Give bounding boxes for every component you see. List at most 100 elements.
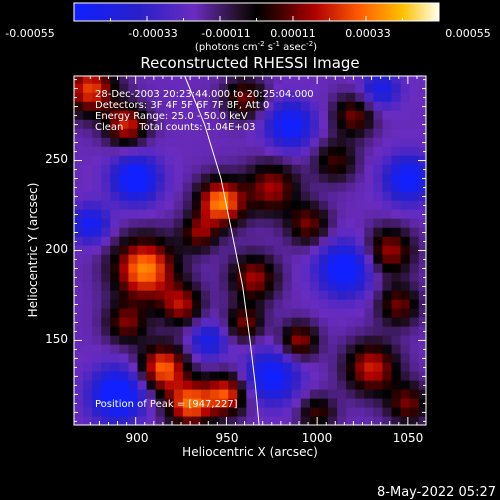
heatmap-cell bbox=[191, 128, 202, 138]
heatmap-cell bbox=[128, 218, 139, 228]
heatmap-cell bbox=[110, 326, 120, 336]
heatmap-cell bbox=[337, 182, 347, 192]
heatmap-cell bbox=[409, 290, 420, 300]
heatmap-cell bbox=[355, 281, 365, 291]
heatmap-cell bbox=[291, 389, 302, 399]
heatmap-cell bbox=[74, 290, 84, 300]
heatmap-cell bbox=[255, 254, 266, 264]
heatmap-cell bbox=[101, 110, 111, 120]
heatmap-cell bbox=[409, 110, 420, 120]
heatmap-cell bbox=[101, 299, 111, 309]
heatmap-cell bbox=[264, 281, 275, 291]
heatmap-cell bbox=[309, 173, 320, 183]
heatmap-cell bbox=[155, 101, 166, 111]
heatmap-cell bbox=[119, 92, 130, 102]
heatmap-cell bbox=[391, 353, 402, 363]
heatmap-cell bbox=[255, 344, 266, 354]
heatmap-cell bbox=[110, 155, 120, 165]
heatmap-cell bbox=[300, 200, 311, 210]
heatmap-cell bbox=[191, 317, 202, 327]
heatmap-cell bbox=[246, 407, 257, 417]
heatmap-cell bbox=[219, 119, 229, 129]
heatmap-cell bbox=[337, 83, 347, 93]
heatmap-cell bbox=[291, 407, 302, 417]
heatmap-cell bbox=[337, 290, 347, 300]
heatmap-cell bbox=[119, 353, 130, 363]
heatmap-cell bbox=[164, 272, 175, 282]
heatmap-cell bbox=[83, 290, 93, 300]
heatmap-cell bbox=[246, 76, 257, 84]
heatmap-cell bbox=[110, 76, 120, 84]
heatmap-cell bbox=[282, 290, 293, 300]
heatmap-cell bbox=[291, 344, 302, 354]
heatmap-cell bbox=[273, 76, 284, 84]
heatmap-cell bbox=[282, 326, 293, 336]
heatmap-cell bbox=[328, 344, 338, 354]
heatmap-cell bbox=[246, 362, 257, 372]
y-tick-label: 250 bbox=[45, 152, 68, 166]
heatmap-cell bbox=[282, 353, 293, 363]
heatmap-cell bbox=[355, 227, 365, 237]
heatmap-cell bbox=[182, 128, 193, 138]
heatmap-cell bbox=[119, 308, 130, 318]
heatmap-cell bbox=[309, 164, 320, 174]
heatmap-cell bbox=[255, 335, 266, 345]
heatmap-cell bbox=[146, 380, 157, 390]
heatmap-cell bbox=[119, 380, 130, 390]
heatmap-cell bbox=[300, 155, 311, 165]
heatmap-cell bbox=[191, 290, 202, 300]
heatmap-cell bbox=[282, 317, 293, 327]
heatmap-cell bbox=[119, 101, 130, 111]
heatmap-cell bbox=[273, 182, 284, 192]
heatmap-cell bbox=[128, 362, 139, 372]
heatmap-cell bbox=[291, 326, 302, 336]
heatmap-cell bbox=[373, 173, 384, 183]
heatmap-cell bbox=[210, 389, 220, 399]
heatmap-cell bbox=[400, 326, 411, 336]
heatmap-cell bbox=[210, 344, 220, 354]
heatmap-cell bbox=[173, 299, 184, 309]
y-tick-label: 150 bbox=[45, 332, 68, 346]
heatmap-cell bbox=[191, 281, 202, 291]
heatmap-cell bbox=[137, 191, 148, 201]
heatmap-cell bbox=[346, 110, 356, 120]
heatmap-cell bbox=[291, 308, 302, 318]
heatmap-cell bbox=[391, 173, 402, 183]
heatmap-cell bbox=[355, 362, 365, 372]
heatmap-cell bbox=[273, 371, 284, 381]
heatmap-cell bbox=[409, 326, 420, 336]
heatmap-cell bbox=[355, 389, 365, 399]
heatmap-cell bbox=[246, 263, 257, 273]
heatmap-cell bbox=[282, 191, 293, 201]
heatmap-cell bbox=[83, 326, 93, 336]
heatmap-cell bbox=[318, 236, 329, 246]
heatmap-cell bbox=[373, 209, 384, 219]
heatmap-cell bbox=[173, 380, 184, 390]
heatmap-cell bbox=[337, 380, 347, 390]
heatmap-cell bbox=[74, 83, 84, 93]
heatmap-cell bbox=[391, 254, 402, 264]
heatmap-cell bbox=[300, 236, 311, 246]
heatmap-cell bbox=[246, 146, 257, 156]
heatmap-cell bbox=[264, 272, 275, 282]
heatmap-cell bbox=[119, 389, 130, 399]
heatmap-cell bbox=[346, 290, 356, 300]
heatmap-cell bbox=[291, 371, 302, 381]
heatmap-cell bbox=[246, 416, 257, 425]
heatmap-cell bbox=[228, 263, 238, 273]
heatmap-cell bbox=[74, 227, 84, 237]
heatmap-cell bbox=[400, 173, 411, 183]
heatmap-cell bbox=[101, 83, 111, 93]
heatmap-cell bbox=[83, 101, 93, 111]
heatmap-cell bbox=[382, 92, 393, 102]
heatmap-cell bbox=[164, 164, 175, 174]
heatmap-cell bbox=[355, 101, 365, 111]
heatmap-cell bbox=[273, 344, 284, 354]
heatmap-cell bbox=[228, 254, 238, 264]
heatmap-cell bbox=[382, 236, 393, 246]
heatmap-cell bbox=[373, 290, 384, 300]
heatmap-cell bbox=[391, 119, 402, 129]
heatmap-cell bbox=[300, 263, 311, 273]
heatmap-cell bbox=[101, 173, 111, 183]
heatmap-cell bbox=[300, 101, 311, 111]
